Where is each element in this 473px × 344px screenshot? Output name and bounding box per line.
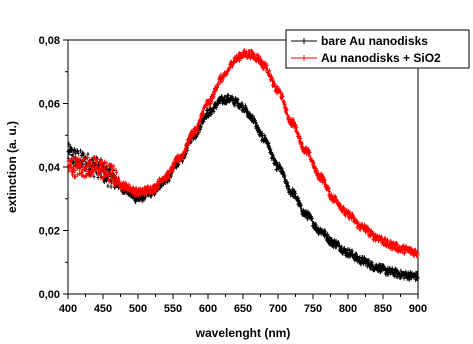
series-layer: [66, 48, 420, 283]
series-markers-1: [66, 48, 420, 259]
x-tick-label-8: 800: [339, 303, 357, 315]
legend-swatch-marker-1: [302, 55, 306, 61]
y-axis: 0,00 0,02 0,04 0,06 0,08: [39, 35, 68, 301]
x-tick-label-3: 550: [164, 303, 182, 315]
y-tick-label-1: 0,02: [39, 226, 60, 238]
x-tick-label-4: 600: [199, 303, 217, 315]
plot-border: [67, 39, 419, 295]
x-tick-label-6: 700: [269, 303, 287, 315]
x-tick-label-5: 650: [234, 303, 252, 315]
x-tick-label-7: 750: [304, 303, 322, 315]
x-tick-label-0: 400: [59, 303, 77, 315]
x-tick-label-1: 450: [94, 303, 112, 315]
legend-box: [285, 29, 470, 69]
legend-swatch-marker-0: [302, 38, 306, 44]
y-tick-label-2: 0,04: [39, 162, 61, 174]
legend-label-0: bare Au nanodisks: [321, 34, 428, 48]
x-axis: 400 450 500 550 600 650 700 750 800 850 900: [59, 294, 427, 315]
y-tick-label-3: 0,06: [39, 99, 60, 111]
x-tick-label-10: 900: [409, 303, 427, 315]
x-axis-label: wavelenght (nm): [195, 326, 291, 340]
legend: bare Au nanodisks Au nanodisks + SiO2: [285, 29, 470, 69]
series-line-1: [68, 53, 419, 254]
y-tick-label-4: 0,08: [39, 35, 60, 47]
x-tick-label-2: 500: [129, 303, 147, 315]
legend-label-1: Au nanodisks + SiO2: [321, 51, 441, 65]
plot-frame: [67, 39, 419, 295]
x-tick-label-9: 850: [374, 303, 392, 315]
y-tick-label-0: 0,00: [39, 289, 60, 301]
y-axis-label: extinction (a. u.): [5, 121, 19, 213]
